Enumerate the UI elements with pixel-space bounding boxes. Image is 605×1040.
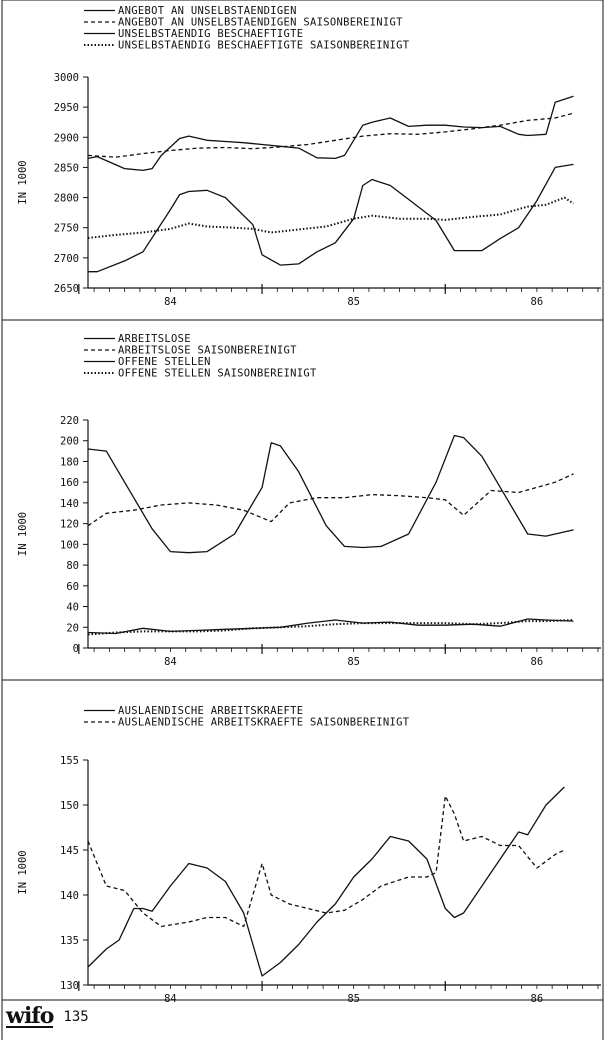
x-tick-label: 84 [164,656,177,668]
legend-entry: ARBEITSLOSE SAISONBEREINIGT [118,345,297,357]
y-tick-label: 2700 [54,253,79,265]
x-tick-label: 84 [164,296,177,308]
series-line-2 [87,795,565,928]
wifo-logo: wifo [6,1003,54,1029]
x-tick-label: 85 [347,656,360,668]
legend-entry: UNSELBSTAENDIG BESCHAEFTIGTE SAISONBEREI… [118,40,410,52]
y-tick-label: 100 [60,539,79,551]
legend-entry: AUSLAENDISCHE ARBEITSKRAEFTE [118,705,303,717]
x-tick-label: 85 [347,993,360,1005]
y-tick-label: 135 [60,935,79,947]
y-tick-label: 155 [60,755,79,767]
y-tick-label: 160 [60,477,79,489]
series-line-4 [87,196,575,239]
series-line-2 [87,112,574,158]
legend-entry: OFFENE STELLEN [118,356,211,368]
y-tick-label: 2800 [54,193,79,205]
legend-entry: ANGEBOT AN UNSELBSTAENDIGEN SAISONBEREIN… [118,17,403,29]
legend-entry: ANGEBOT AN UNSELBSTAENDIGEN [118,5,297,17]
x-tick-label: 85 [347,296,360,308]
series-line-3 [87,618,574,635]
chart-2: 0 20 40 60 80 100 120 140 160 180 200 220 84 85 86 IN 1… [2,333,603,681]
x-tick-label: 86 [531,656,544,668]
y-tick-label: 60 [66,581,79,593]
series-line-1 [87,786,565,977]
y-tick-label: 2850 [54,162,79,174]
y-tick-label: 200 [60,436,79,448]
y-axis-label: IN 1000 [17,512,29,556]
chart-1: 2650 2700 2750 2800 2850 2900 2950 3000 84 85 86 IN… [2,5,603,321]
y-tick-label: 145 [60,845,79,857]
y-tick-label: 140 [60,890,79,902]
y-tick-label: 20 [66,622,79,634]
y-tick-label: 0 [73,643,79,655]
legend-entry: OFFENE STELLEN SAISONBEREINIGT [118,368,317,380]
legend-entry: AUSLAENDISCHE ARBEITSKRAEFTE SAISONBEREI… [118,717,410,729]
y-tick-label: 2750 [54,223,79,235]
x-tick-label: 86 [531,296,544,308]
y-tick-label: 120 [60,519,79,531]
y-tick-label: 130 [60,980,79,992]
y-tick-label: 140 [60,498,79,510]
y-axis-label: IN 1000 [17,160,29,204]
chart-3: 130 135 140 145 150 155 84 85 86 IN 1000 AUSLAENDI… [2,705,603,1005]
series-line-2 [87,473,574,527]
y-tick-label: 3000 [54,72,79,84]
legend-entry: UNSELBSTAENDIG BESCHAEFTIGTE [118,28,303,40]
series-line-3 [88,163,574,273]
footer: wifo 135 [6,1003,89,1029]
y-tick-label: 80 [66,560,79,572]
x-tick-label: 84 [164,993,177,1005]
y-tick-label: 2650 [54,283,79,295]
y-tick-label: 150 [60,800,79,812]
y-tick-label: 2950 [54,102,79,114]
y-axis-label: IN 1000 [17,850,29,894]
x-tick-label: 86 [531,993,544,1005]
series-line-1 [87,434,574,554]
page-number: 135 [63,1009,89,1025]
series-line-4 [87,619,574,636]
y-tick-label: 40 [66,602,79,614]
y-tick-label: 220 [60,415,79,427]
series-line-1 [87,95,574,172]
legend-entry: ARBEITSLOSE [118,333,191,345]
y-tick-label: 2900 [54,132,79,144]
y-tick-label: 180 [60,456,79,468]
